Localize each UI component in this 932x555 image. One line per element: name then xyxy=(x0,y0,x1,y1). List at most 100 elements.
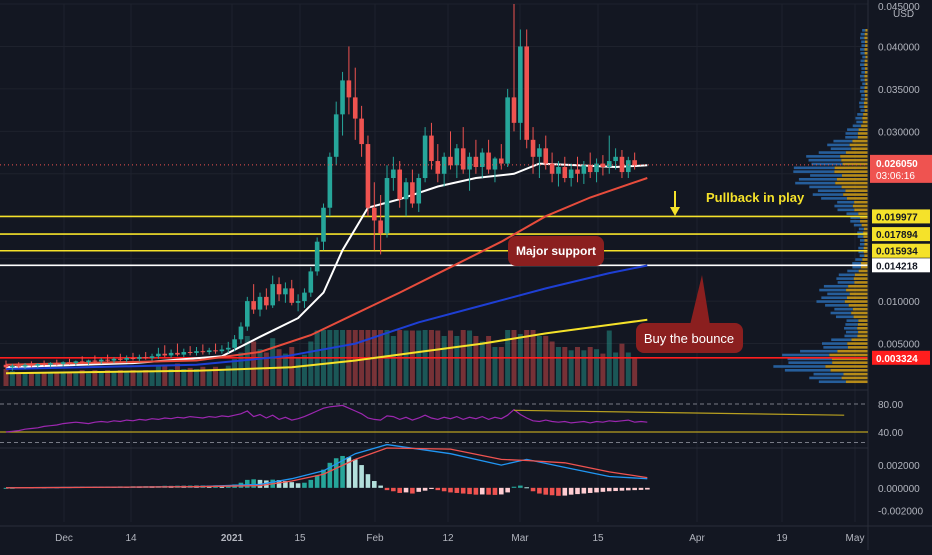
volume-bar xyxy=(54,372,60,386)
volume-profile-bar xyxy=(861,71,865,74)
volume-profile-bar xyxy=(860,86,865,89)
macd-histogram-bar xyxy=(454,487,460,493)
volume-profile-bar xyxy=(841,158,868,162)
volume-profile-bar xyxy=(851,311,868,315)
volume-profile-bar xyxy=(859,242,865,246)
volume-profile-bar xyxy=(859,105,865,109)
volume-profile-bar xyxy=(818,151,846,154)
volume-profile-bar xyxy=(782,353,830,357)
candle-body xyxy=(467,156,472,170)
macd-line xyxy=(5,443,648,489)
candle-body xyxy=(206,350,212,353)
candle-body xyxy=(473,156,479,167)
volume-profile-bar xyxy=(863,227,868,231)
volume-profile-bar xyxy=(844,300,868,303)
volume-bar xyxy=(22,372,28,386)
volume-profile-bar xyxy=(864,74,868,78)
volume-profile-bar xyxy=(858,269,868,273)
volume-bar xyxy=(105,370,111,386)
volume-profile-bar xyxy=(819,288,847,292)
candle-body xyxy=(3,364,9,368)
volume-bar xyxy=(162,364,168,386)
time-tick-label: Feb xyxy=(366,533,384,544)
volume-profile-bar xyxy=(864,59,868,63)
volume-profile-bar xyxy=(834,307,853,311)
candle-body xyxy=(372,207,377,221)
volume-profile-bar xyxy=(852,204,868,208)
macd-histogram-bar xyxy=(606,487,612,492)
volume-profile-bar xyxy=(861,67,866,70)
volume-profile-bar xyxy=(860,48,865,51)
candle-body xyxy=(359,118,364,145)
candle-body xyxy=(346,80,352,98)
volume-profile-bar xyxy=(860,220,868,223)
macd-histogram-bar xyxy=(511,486,517,488)
candle-body xyxy=(175,352,180,355)
volume-profile-bar xyxy=(864,90,868,93)
macd-histogram-bar xyxy=(562,487,568,496)
candle-body xyxy=(486,152,491,170)
volume-bar xyxy=(555,347,561,386)
volume-bar xyxy=(16,372,22,386)
volume-bar xyxy=(282,353,288,386)
volume-profile-bar xyxy=(864,109,868,112)
time-tick-label: 15 xyxy=(294,533,306,544)
volume-profile-bar xyxy=(858,246,864,250)
macd-histogram-bar xyxy=(575,487,580,495)
volume-profile-bar xyxy=(848,304,868,307)
macd-histogram-bar xyxy=(448,487,453,493)
macd-histogram-bar xyxy=(327,462,333,488)
volume-profile-bar xyxy=(847,346,868,349)
macd-histogram-bar xyxy=(302,482,307,488)
macd-histogram-bar xyxy=(384,487,390,491)
volume-profile-bar xyxy=(817,189,846,193)
volume-profile-bar xyxy=(825,365,868,368)
macd-histogram-bar xyxy=(410,487,415,494)
volume-profile-bar xyxy=(860,32,865,36)
volume-bar xyxy=(543,336,549,386)
volume-bar xyxy=(473,336,479,386)
volume-profile-bar xyxy=(838,273,855,277)
candle-body xyxy=(581,165,587,174)
macd-histogram-bar xyxy=(594,487,599,493)
volume-profile-bar xyxy=(784,368,831,372)
candle-body xyxy=(505,97,510,164)
price-tag-label: 0.003324 xyxy=(876,354,918,365)
volume-profile-bar xyxy=(852,124,862,128)
candle-body xyxy=(460,148,466,170)
volume-profile-bar xyxy=(845,330,859,334)
buy-bounce-label: Buy the bounce xyxy=(644,331,734,346)
volume-bar xyxy=(492,347,498,386)
macd-tick-label: 0.000000 xyxy=(878,484,920,495)
volume-profile-bar xyxy=(863,231,868,235)
price-tag-label: 0.015934 xyxy=(876,247,918,258)
volume-profile-bar xyxy=(860,63,865,66)
volume-profile-bar xyxy=(852,262,861,265)
volume-profile-bar xyxy=(861,44,866,47)
volume-bar xyxy=(263,352,269,386)
volume-profile-bar xyxy=(858,227,864,231)
volume-profile-bar xyxy=(788,361,833,364)
pullback-label: Pullback in play xyxy=(706,190,805,205)
macd-histogram-bar xyxy=(346,457,352,488)
volume-profile-bar xyxy=(850,220,861,223)
volume-bar xyxy=(187,367,193,386)
volume-profile-bar xyxy=(821,296,848,300)
candle-body xyxy=(98,359,104,362)
candle-body xyxy=(149,356,155,358)
volume-profile-bar xyxy=(816,300,845,303)
candle-body xyxy=(537,148,542,157)
volume-profile-bar xyxy=(811,162,843,166)
candle-body xyxy=(429,135,434,162)
macd-histogram-bar xyxy=(587,487,593,493)
candle-body xyxy=(410,182,415,204)
time-tick-label: 12 xyxy=(442,533,454,544)
volume-profile-bar xyxy=(853,315,868,319)
candle-body xyxy=(632,160,637,166)
candle-body xyxy=(130,357,136,359)
volume-profile-bar xyxy=(865,55,868,59)
candle-body xyxy=(302,292,307,302)
volume-bar xyxy=(479,341,485,386)
